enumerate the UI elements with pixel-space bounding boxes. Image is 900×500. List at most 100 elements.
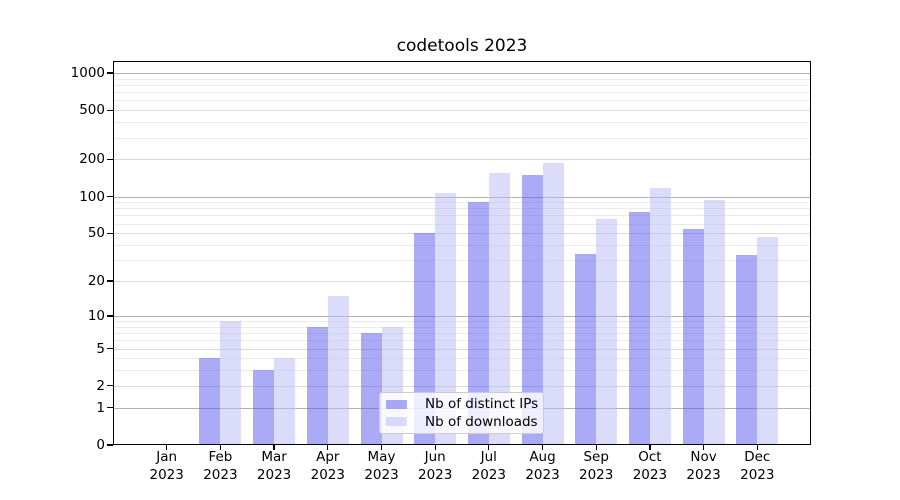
bar-downloads-mar bbox=[274, 358, 296, 445]
gridline-mid-20 bbox=[113, 281, 811, 282]
x-tick-mark-jan bbox=[166, 445, 168, 450]
x-tick-label-dec: Dec 2023 bbox=[740, 449, 775, 483]
bar-distinct-ips-dec bbox=[736, 255, 758, 445]
gridline-minor-80 bbox=[113, 208, 811, 210]
x-tick-label-jun: Jun 2023 bbox=[418, 449, 453, 483]
x-tick-label-mar: Mar 2023 bbox=[256, 449, 292, 483]
x-tick-label-aug: Aug 2023 bbox=[525, 449, 560, 483]
y-tick-label-20: 20 bbox=[87, 273, 105, 289]
legend-swatch-distinct-ips bbox=[386, 399, 407, 410]
gridline-major-1000 bbox=[113, 72, 811, 74]
gridline-minor-30 bbox=[113, 260, 811, 262]
gridline-major-10 bbox=[113, 315, 811, 317]
y-tick-mark-500 bbox=[107, 109, 113, 111]
y-tick-mark-1 bbox=[107, 407, 113, 409]
x-tick-label-jan: Jan 2023 bbox=[149, 449, 184, 483]
plot-area bbox=[113, 61, 811, 445]
bar-downloads-oct bbox=[649, 187, 671, 445]
gridline-minor-900 bbox=[113, 78, 811, 80]
y-tick-label-50: 50 bbox=[87, 225, 105, 242]
bar-downloads-nov bbox=[703, 200, 725, 445]
y-tick-mark-2 bbox=[107, 385, 113, 387]
y-tick-label-0: 0 bbox=[96, 437, 105, 453]
y-tick-label-1000: 1000 bbox=[70, 64, 105, 81]
x-tick-mark-oct bbox=[649, 445, 651, 450]
legend-label-distinct-ips: Nb of distinct IPs bbox=[425, 396, 539, 413]
y-tick-mark-200 bbox=[107, 158, 113, 161]
gridline-mid-500 bbox=[113, 110, 811, 112]
bar-distinct-ips-may bbox=[360, 333, 382, 445]
gridline-minor-70 bbox=[113, 215, 811, 217]
bar-distinct-ips-nov bbox=[682, 229, 704, 445]
gridline-minor-400 bbox=[113, 122, 811, 124]
gridline-mid-50 bbox=[113, 233, 811, 235]
gridline-mid-200 bbox=[113, 159, 811, 161]
chart-title: codetools 2023 bbox=[396, 36, 528, 56]
bar-distinct-ips-mar bbox=[253, 370, 275, 445]
x-tick-label-feb: Feb 2023 bbox=[203, 449, 238, 483]
y-tick-label-2: 2 bbox=[96, 377, 105, 394]
gridline-minor-7 bbox=[113, 333, 811, 334]
x-tick-mark-feb bbox=[219, 445, 222, 450]
bar-downloads-aug bbox=[542, 163, 564, 445]
y-tick-mark-5 bbox=[107, 347, 113, 350]
y-tick-label-5: 5 bbox=[96, 340, 105, 357]
x-tick-mark-may bbox=[380, 445, 383, 450]
gridline-minor-4 bbox=[113, 358, 811, 360]
y-tick-mark-0 bbox=[107, 444, 113, 446]
y-tick-mark-50 bbox=[107, 232, 113, 234]
legend-entry-downloads: Nb of downloads bbox=[386, 413, 538, 430]
bar-downloads-apr bbox=[327, 295, 349, 445]
gridline-minor-40 bbox=[113, 245, 811, 246]
x-tick-label-sep: Sep 2023 bbox=[579, 449, 614, 483]
bar-distinct-ips-feb bbox=[199, 358, 221, 445]
x-tick-mark-nov bbox=[702, 445, 705, 450]
gridline-minor-700 bbox=[113, 92, 811, 94]
gridline-mid-2 bbox=[113, 385, 811, 387]
gridline-minor-6 bbox=[113, 340, 811, 342]
gridline-minor-800 bbox=[113, 84, 811, 86]
x-tick-label-nov: Nov 2023 bbox=[686, 449, 721, 483]
x-tick-mark-jul bbox=[488, 445, 490, 450]
x-tick-mark-mar bbox=[273, 445, 275, 450]
legend-entry-distinct-ips: Nb of distinct IPs bbox=[386, 396, 539, 413]
gridline-minor-90 bbox=[113, 202, 811, 204]
gridline-minor-3 bbox=[113, 370, 811, 372]
bar-downloads-jul bbox=[488, 173, 510, 445]
y-tick-label-1: 1 bbox=[96, 399, 105, 416]
x-tick-mark-jun bbox=[434, 445, 436, 450]
gridline-major-100 bbox=[113, 196, 811, 198]
x-tick-mark-dec bbox=[756, 445, 758, 450]
bar-distinct-ips-jul bbox=[467, 202, 489, 445]
x-tick-label-apr: Apr 2023 bbox=[310, 449, 345, 483]
gridline-minor-600 bbox=[113, 100, 811, 102]
legend-swatch-downloads bbox=[386, 416, 407, 427]
bar-downloads-sep bbox=[596, 219, 618, 445]
bar-downloads-dec bbox=[757, 236, 779, 445]
bar-downloads-jun bbox=[435, 192, 457, 445]
gridline-minor-9 bbox=[113, 321, 811, 322]
x-tick-mark-sep bbox=[595, 445, 597, 450]
y-tick-label-10: 10 bbox=[87, 307, 105, 324]
bar-distinct-ips-apr bbox=[306, 326, 328, 445]
y-tick-mark-10 bbox=[107, 315, 113, 317]
x-tick-label-may: May 2023 bbox=[364, 449, 399, 483]
legend-label-downloads: Nb of downloads bbox=[425, 413, 538, 430]
y-tick-label-200: 200 bbox=[79, 151, 105, 168]
y-tick-mark-1000 bbox=[107, 72, 113, 74]
bar-downloads-feb bbox=[220, 321, 242, 445]
bar-distinct-ips-sep bbox=[575, 253, 597, 445]
x-tick-mark-aug bbox=[541, 445, 544, 450]
x-tick-label-oct: Oct 2023 bbox=[632, 449, 668, 483]
gridline-minor-8 bbox=[113, 326, 811, 328]
y-tick-label-500: 500 bbox=[79, 102, 105, 119]
y-tick-mark-20 bbox=[107, 280, 113, 282]
gridline-mid-5 bbox=[113, 348, 811, 350]
y-tick-label-100: 100 bbox=[79, 188, 105, 205]
bar-distinct-ips-aug bbox=[521, 174, 543, 445]
x-tick-label-jul: Jul 2023 bbox=[471, 449, 506, 483]
gridline-minor-60 bbox=[113, 223, 811, 225]
gridline-minor-300 bbox=[113, 137, 811, 139]
x-tick-mark-apr bbox=[327, 445, 329, 450]
